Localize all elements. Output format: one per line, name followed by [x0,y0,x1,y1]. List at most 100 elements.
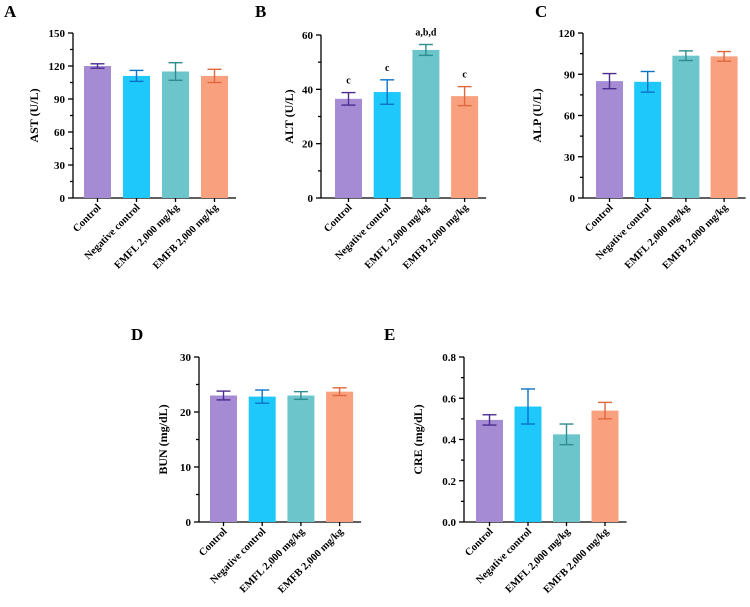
bar-2 [248,396,276,522]
y-tick-label: 60 [564,111,576,123]
error-bar-1 [216,390,231,401]
y-tick-label: 0.2 [442,476,456,488]
error-bar-2 [129,69,144,83]
error-bar-3 [678,50,693,62]
y-tick-label: 30 [54,160,66,172]
error-bar-3 [418,43,433,57]
category-label: EMFL 2,000 mg/kg [504,526,574,596]
bar-4 [710,56,738,198]
error-bar-4 [207,68,222,84]
y-tick-label: 0.8 [442,352,456,364]
category-label: EMFL 2,000 mg/kg [238,526,308,596]
error-bar-3 [559,423,574,446]
bar-2 [123,75,150,198]
y-tick-label: 60 [54,127,66,139]
y-tick-label: 150 [49,28,66,40]
category-label: EMFB 2,000 mg/kg [276,526,346,596]
bar-1 [84,66,111,198]
category-label: Control [463,526,495,558]
y-tick-label: 90 [54,94,66,106]
category-label: Control [583,202,615,234]
error-bar-2 [521,388,535,425]
category-label: EMFL 2,000 mg/kg [623,202,693,272]
y-tick-label: 0 [308,193,314,205]
category-label: EMFL 2,000 mg/kg [113,202,183,272]
bar-3 [162,71,189,198]
category-label: EMFB 2,000 mg/kg [542,526,612,596]
y-tick-label: 40 [302,84,314,96]
bar-1 [476,419,503,522]
bar-3 [553,434,580,522]
y-tick-label: 120 [49,61,66,73]
error-bar-2 [380,79,395,105]
category-label: EMFL 2,000 mg/kg [363,202,433,272]
error-bar-1 [341,91,356,106]
category-label: Control [197,526,229,558]
y-tick-label: 0 [60,193,66,205]
error-bar-4 [598,401,612,420]
error-bar-3 [168,62,183,82]
bar-2 [373,92,401,198]
significance-label: c [346,76,351,87]
panel-letter: E [384,325,395,344]
y-tick-label: 0.6 [442,393,456,405]
category-label: Control [322,202,354,234]
y-tick-label: 0 [570,193,576,205]
bar-1 [210,395,237,522]
bar-2 [634,81,662,198]
significance-label: c [385,63,390,74]
bar-4 [591,410,619,522]
error-bar-4 [332,387,347,397]
y-tick-label: 20 [180,407,192,419]
error-bar-1 [482,414,497,426]
y-axis-label: AST (U/L) [27,88,41,142]
bar-3 [412,49,440,198]
y-tick-label: 30 [180,352,192,364]
y-axis-label: ALP (U/L) [530,88,544,142]
error-bar-4 [457,85,472,107]
category-label: EMFB 2,000 mg/kg [661,202,731,272]
category-label: Control [71,202,103,234]
bar-4 [326,391,354,522]
bar-1 [335,98,362,198]
y-tick-label: 0 [186,517,192,529]
panel-letter: B [255,2,266,21]
bar-4 [201,75,228,198]
y-tick-label: 0.4 [442,435,456,447]
error-bar-2 [255,389,270,404]
bar-3 [287,395,315,522]
y-axis-label: BUN (mg/dL) [156,404,170,474]
bar-2 [514,406,542,522]
bar-1 [596,81,623,198]
y-axis-label: ALT (U/L) [282,89,296,143]
y-tick-label: 90 [564,69,576,81]
y-tick-label: 0.0 [442,517,456,529]
category-label: EMFB 2,000 mg/kg [151,202,221,272]
y-tick-label: 120 [559,28,576,40]
panel-letter: D [131,325,143,344]
error-bar-3 [293,390,308,401]
error-bar-1 [602,72,617,90]
error-bar-1 [90,63,105,69]
error-bar-2 [640,70,655,93]
y-axis-label: CRE (mg/dL) [411,404,425,474]
panel-letter: A [4,2,17,21]
significance-label: c [462,70,467,81]
category-label: EMFB 2,000 mg/kg [401,202,471,272]
panel-letter: C [535,2,547,21]
y-tick-label: 20 [302,139,314,151]
error-bar-4 [717,50,732,62]
y-tick-label: 60 [302,30,314,42]
y-tick-label: 10 [180,462,192,474]
bar-4 [451,96,479,198]
significance-label: a,b,d [415,28,437,39]
y-tick-label: 30 [564,152,576,164]
bar-3 [672,55,700,198]
